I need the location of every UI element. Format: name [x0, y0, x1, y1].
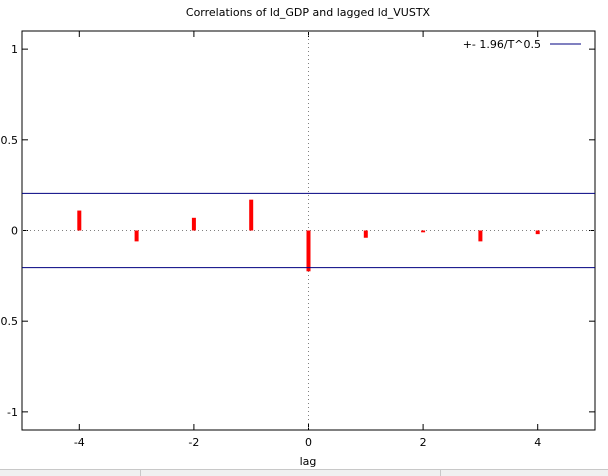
correlation-bar — [77, 210, 82, 231]
y-tick-label: 0 — [11, 225, 18, 238]
correlation-bar — [535, 230, 540, 235]
y-tick-label: 1 — [11, 43, 18, 56]
y-tick-label: 0.5 — [1, 134, 19, 147]
status-bar — [0, 469, 608, 476]
legend: +- 1.96/T^0.5 — [463, 38, 581, 51]
status-segment — [140, 470, 441, 476]
x-tick-label: 4 — [534, 436, 541, 449]
chart-title: Correlations of ld_GDP and lagged ld_VUS… — [186, 6, 431, 19]
x-tick-labels: -4 -2 0 2 4 — [74, 436, 541, 449]
x-axis-label: lag — [300, 455, 317, 468]
correlation-bars — [77, 199, 540, 272]
x-tick-label: -4 — [74, 436, 85, 449]
correlation-bar — [421, 230, 426, 233]
y-tick-label: -0.5 — [0, 315, 18, 328]
correlation-bar — [363, 230, 368, 238]
x-tick-label: -2 — [188, 436, 199, 449]
zero-grid-lines — [22, 31, 595, 430]
correlation-bar — [478, 230, 483, 242]
correlation-bar — [191, 217, 196, 231]
correlation-bar — [249, 199, 254, 231]
status-segment — [0, 470, 141, 476]
correlation-bar — [306, 230, 311, 272]
x-tick-label: 2 — [420, 436, 427, 449]
confidence-bands — [22, 192, 595, 269]
correlation-bar — [134, 230, 139, 242]
y-tick-label: -1 — [7, 406, 18, 419]
x-tick-label: 0 — [305, 436, 312, 449]
legend-label: +- 1.96/T^0.5 — [463, 38, 541, 51]
y-tick-labels: 1 0.5 0 -0.5 -1 — [0, 43, 18, 419]
